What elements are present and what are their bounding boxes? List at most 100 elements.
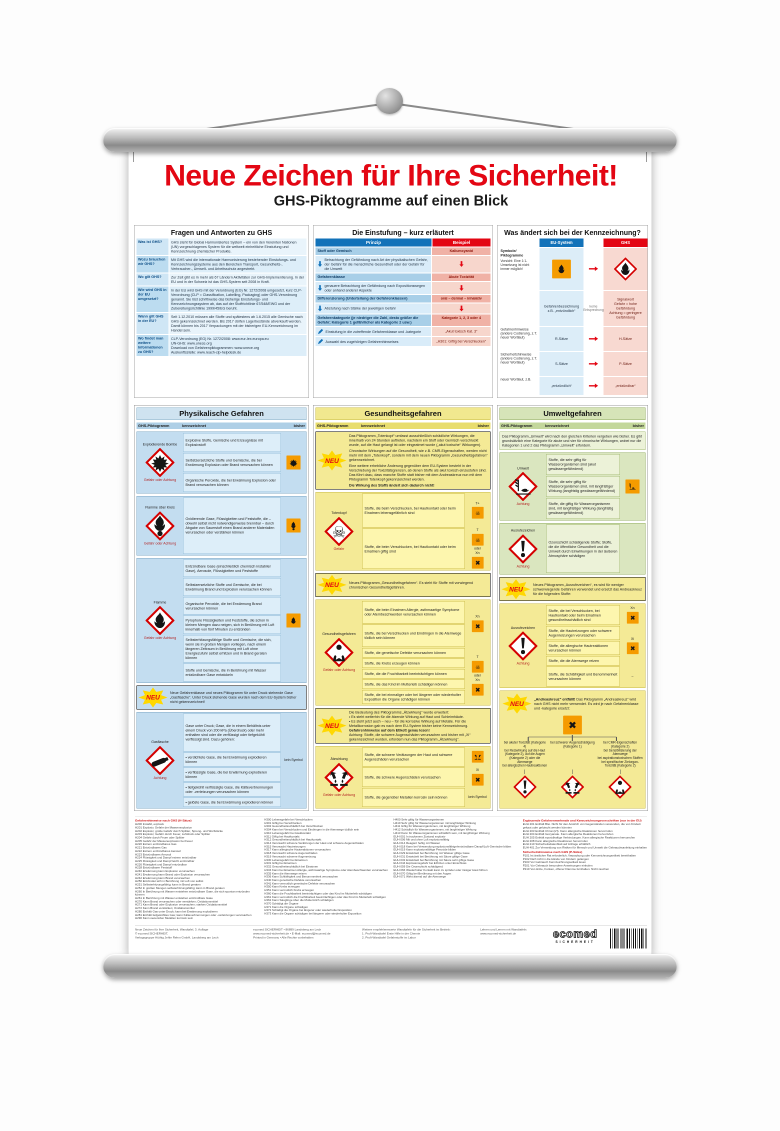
health-pictogram-note: NEU Neues Piktogramm „Gesundheitsgefahre… [315,572,491,597]
physical-hazards-title: Physikalische Gefahren [136,407,307,420]
branch-condition: bei CMR-Eigenschaften (Kategorie 2) [603,741,638,749]
faq-answer: Mit GHS wird die internationale Harmonis… [169,256,307,273]
faq-row: Wo findet man weitere Informationen zu G… [136,335,307,356]
statement-line: H241 Erwärmung kann Brand oder Explosion… [135,873,210,877]
imprint-website: Lehren und Lernen mit Wandtafeln: www.ec… [480,928,528,936]
statement-line: H272 Kann Brand verstärken; Oxidationsmi… [135,907,195,911]
branch-condition: bei spezifischer Zielorgan-Toxizität (Ka… [601,760,639,768]
statement-line: EUH 001 In trockenem Zustand explosiv [393,835,446,839]
step-label: Stoff oder Gemisch [315,247,432,255]
hazard-row: Stoffe, die Hautreizungen oder schwere A… [546,626,620,641]
statement-line: P101 Ist ärztlicher Rat erforderlich, Ve… [522,854,637,858]
arrow-right-icon [588,383,599,389]
h-statements-col1: Gefahrenhinweise nach GHS (H-Sätze) H200… [135,819,259,919]
statement-line: H318 Verursacht schwere Augenschäden [264,852,318,856]
no-symbol-label: kein Symbol [284,758,303,762]
hazard-row: Stoffe, die schwere Augenschäden verursa… [362,767,465,787]
hazard-row: Stoffe, die genetische Defekte verursach… [362,647,465,658]
old-flame-icon [552,259,572,279]
hazard-row: Oxidierende Gase, Flüssigkeiten und Fest… [183,497,281,554]
col-example: Beispiel [432,238,491,247]
faq-panel: Fragen und Antworten zu GHS Was ist GHS?… [134,225,309,398]
faq-row: Wozu brauchen wir GHS? Mit GHS wird die … [136,256,307,273]
statement-line: H361 Kann vermutlich die Fruchtbarkeit b… [264,895,386,899]
gas-cylinder-block: Gasflasche Achtung Gase unter Druck; Gase… [136,711,307,809]
statement-line: P103 Vor Gebrauch Kennzeichnungsetikett … [522,861,586,865]
hazard-row: Stoffe, die Krebs erzeugen können [362,658,465,668]
ghs-gas-cylinder-icon [145,745,175,775]
ghs-skull-icon: ☠ [324,516,354,546]
hazard-row: Selbstzersetzliche Stoffe und Gemische, … [183,578,281,596]
statement-line: H271 Kann Brand oder Explosion verursach… [135,903,228,907]
hazard-row: Stoffe, die gegenüber Metallen korrosiv … [362,787,465,808]
statement-line: H371 Kann die Organe schädigen [264,905,308,909]
hazard-row: Entzündbare Gase (einschließlich chemisc… [183,559,281,578]
statement-line: H373 Kann die Organe schädigen bei länge… [264,912,362,916]
ghs-exclamation-icon [508,631,538,661]
row-label: Symbole/ Piktogramme [500,248,524,258]
andreaskreuz-diagram: NEU „Andreaskreuz“ entfällt! Das Piktogr… [499,690,646,809]
rail-pin [646,150,647,162]
neu-badge: NEU [502,693,532,714]
statement-line: H221 Entzündbares Gas [135,846,167,850]
branch-condition: bei Sensibilisierung der Atemwege [603,748,637,757]
environment-intro: Das Piktogramm „Umwelt“ wird nach den gl… [499,431,646,450]
statement-line: H252 In großen Mengen selbsterhitzungsfä… [135,886,225,890]
health-hazards-column: Gesundheitsgefahren GHS-Piktogramm kennze… [313,405,493,811]
statement-line: H311 Giftig bei Hautkontakt [264,835,300,839]
hazard-row: Pyrophore Flüssigkeiten und Feststoffe, … [183,615,281,635]
note-paragraph: Das Piktogramm „Totenkopf“ umfasst aussc… [349,433,482,448]
step-text: Betrachtung der Gefährdung nach Art der … [324,257,428,271]
statement-line: H336 Kann Schläfrigkeit und Benommenheit… [264,875,339,879]
branch-condition: bei Reizwirkung auf die Haut (Kategorie … [504,748,546,764]
statement-line: H411 Giftig für Wasserorganismen, mit la… [393,825,471,829]
step-label: Differenzierung (Unterteilung der Gefahr… [315,294,432,303]
hazard-row: Stoffe, die sehr giftig für Wasserorgani… [546,454,620,475]
eu-value: R-Sätze [539,326,584,351]
statement-line: H360 Kann die Fruchtbarkeit beeinträchti… [264,892,372,896]
hazard-columns: Physikalische Gefahren GHS-Piktogramm ken… [134,405,648,811]
faq-row: Wie wird GHS in der EU umgesetzt? In der… [136,286,307,312]
statement-line: EUH 032 Entwickelt bei Berührung mit Säu… [393,858,475,862]
barcode [608,926,649,951]
health-hazards-title: Gesundheitsgefahren [315,407,491,420]
step-label: Gefahrenklasse [315,273,432,281]
faq-question: Wozu brauchen wir GHS? [136,256,169,273]
statement-line: H228 Entzündbarer Feststoff [135,866,173,870]
step-text: genauere Betrachtung der Gefährdung nach… [324,283,426,293]
branch-condition: bei schwerer Augenschädigung (Kategorie … [550,741,595,749]
svg-text:☠: ☠ [475,538,480,544]
diagram-branch-exclamation: bei akuter Toxizität (Kategorie 4) bei Re… [502,741,548,799]
old-skull-icon: ☠ [471,533,484,546]
old-explosion-icon [286,455,301,470]
hazard-row: Stoffe, die beim Verschlucken, bei Hautk… [362,528,465,569]
statement-line: H350 Kann Krebs erzeugen [264,885,301,889]
labelling-title: Was ändert sich bei der Kennzeichnung? [504,228,641,237]
exclamation-note: NEU Neues Piktogramm „Ausrufezeichen“, e… [499,577,646,602]
faq-question: Wo findet man weitere Informationen zu G… [136,335,169,356]
hazard-row: Stoffe, die bei Verschlucken und Eindrin… [362,624,465,647]
statement-line: H330 Lebensgefahr bei Einatmen [264,858,308,862]
neu-badge: NEU [317,715,347,736]
old-flame-icon [286,613,301,628]
arrow-right-icon [588,336,599,342]
statement-line: H319 Verursacht schwere Augenreizung [264,855,316,859]
arrow-down-icon [317,261,323,268]
old-x-icon [471,683,484,696]
old-x-icon [626,611,639,624]
faq-answer: GHS steht für Global Harmonisiertes Syst… [169,238,307,255]
statement-line: EUH 070 Giftig bei Berührung mit den Aug… [393,872,452,876]
arrow-down-icon [459,284,464,291]
statement-line: H301 Giftig bei Verschlucken [264,821,302,825]
faq-row: Was ist GHS? GHS steht für Global Harmon… [136,238,307,255]
corrosion-block: Ätzwirkung Gefahr oder Achtung Stoffe, di… [315,745,491,809]
arrow-down-icon [317,305,323,312]
statement-line: H317 Kann allergische Hautreaktionen ver… [264,848,331,852]
statements-fineprint: Gefahrenhinweise nach GHS (H-Sätze) H200… [135,816,647,919]
statement-line: EUH 018 Kann bei Verwendung explosionsfä… [393,845,512,849]
ghs-exclamation-icon [513,775,537,799]
ghs-environment-icon [508,472,538,502]
arrow-down-icon [317,284,323,291]
ghs-flame-icon [614,257,637,281]
statement-line: EUH 019 Kann explosionsfähige Peroxide b… [393,848,457,852]
